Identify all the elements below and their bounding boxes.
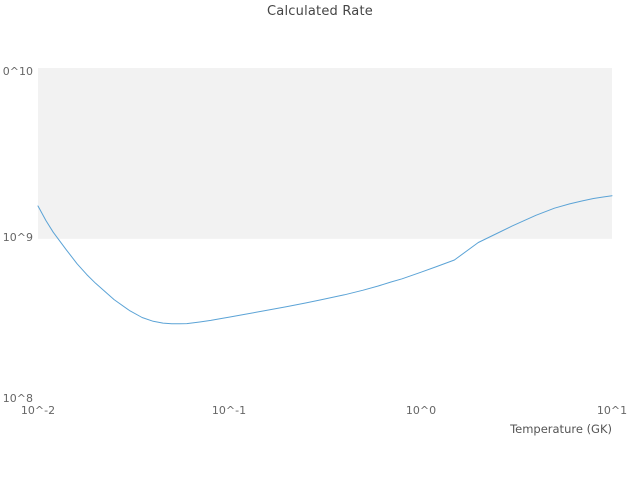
chart-title: Calculated Rate xyxy=(267,4,373,19)
x-tick-label: 10^1 xyxy=(596,404,628,417)
highlight-band xyxy=(38,68,612,239)
x-tick-label: 10^-2 xyxy=(20,404,56,417)
rate-line xyxy=(37,195,613,325)
y-tick-label: 10^8 xyxy=(2,392,33,405)
x-tick-label: 10^-1 xyxy=(211,404,247,417)
x-axis-label: Temperature (GK) xyxy=(510,422,612,436)
x-tick-label: 10^0 xyxy=(405,404,437,417)
y-tick-label: 0^10 xyxy=(2,65,33,78)
y-tick-label: 10^9 xyxy=(2,231,33,244)
